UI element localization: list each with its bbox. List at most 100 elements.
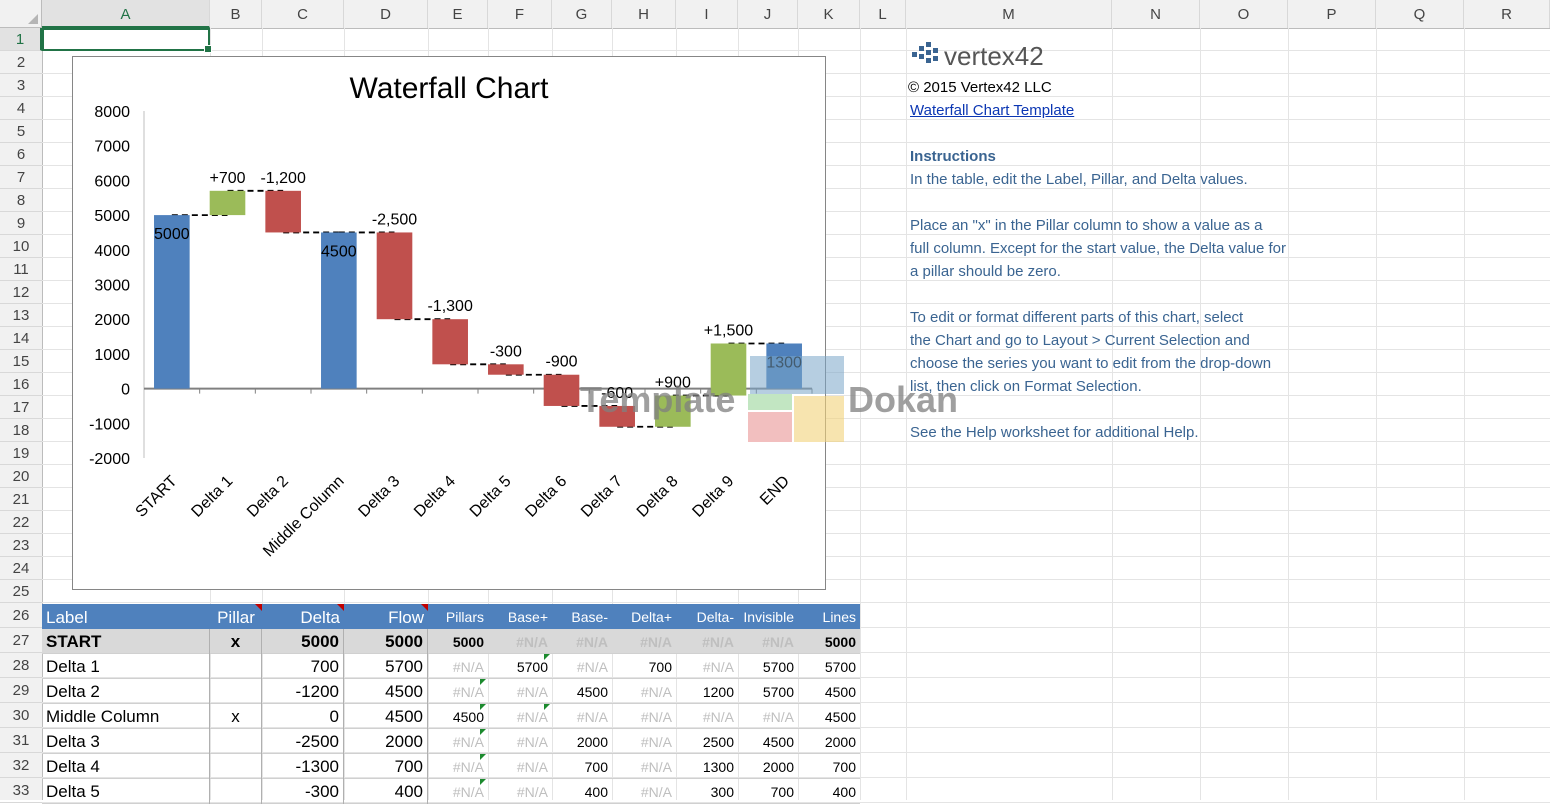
cell-flow[interactable]: 5000 — [344, 629, 428, 654]
row-header-22[interactable]: 22 — [0, 511, 42, 534]
cell-invisible[interactable]: 700 — [770, 784, 794, 800]
cell-base-[interactable]: 4500 — [576, 684, 608, 700]
row-header-4[interactable]: 4 — [0, 97, 42, 120]
cell-label[interactable]: Delta 1 — [42, 654, 210, 679]
cell-invisible[interactable]: 2000 — [762, 759, 794, 775]
cell-pillar[interactable] — [210, 654, 262, 679]
column-header-f[interactable]: F — [488, 0, 552, 28]
table-row[interactable]: Delta 1 700 5700 #N/A 5700 #N/A 700 #N/A 5700 570… — [42, 654, 860, 679]
waterfall-chart[interactable]: Waterfall Chart 8000 7000 6000 5000 4000 3000… — [72, 56, 826, 590]
cell-delta[interactable]: -300 — [262, 779, 344, 804]
cell-label[interactable]: Delta 3 — [42, 729, 210, 754]
row-header-13[interactable]: 13 — [0, 304, 42, 327]
cell-delta-[interactable]: 700 — [648, 659, 672, 675]
cell-delta-[interactable]: 300 — [710, 784, 734, 800]
header-pillar[interactable]: Pillar — [210, 604, 262, 629]
cell-delta[interactable]: 700 — [262, 654, 344, 679]
select-all-corner[interactable] — [0, 0, 42, 28]
column-header-p[interactable]: P — [1288, 0, 1376, 28]
cell-delta-[interactable]: #N/A — [702, 634, 734, 650]
column-header-d[interactable]: D — [344, 0, 428, 28]
cell-lines[interactable]: 5000 — [824, 634, 856, 650]
cell-label[interactable]: Middle Column — [42, 704, 210, 729]
column-header-m[interactable]: M — [906, 0, 1112, 28]
column-header-l[interactable]: L — [860, 0, 906, 28]
cell-pillars[interactable]: #N/A — [452, 659, 484, 675]
column-header-k[interactable]: K — [798, 0, 860, 28]
cell-label[interactable]: Delta 5 — [42, 779, 210, 804]
row-header-12[interactable]: 12 — [0, 281, 42, 304]
cell-delta-[interactable]: #N/A — [640, 734, 672, 750]
cell-flow[interactable]: 4500 — [344, 704, 428, 729]
column-header-r[interactable]: R — [1464, 0, 1550, 28]
column-header-e[interactable]: E — [428, 0, 488, 28]
table-row[interactable]: Middle Column x 0 4500 4500 #N/A #N/A #N/A #N/A #… — [42, 704, 860, 729]
row-header-20[interactable]: 20 — [0, 465, 42, 488]
cell-delta-[interactable]: #N/A — [640, 634, 672, 650]
row-header-7[interactable]: 7 — [0, 166, 42, 189]
row-header-5[interactable]: 5 — [0, 120, 42, 143]
cell-pillar[interactable] — [210, 679, 262, 704]
row-header-2[interactable]: 2 — [0, 51, 42, 74]
row-header-6[interactable]: 6 — [0, 143, 42, 166]
cell-delta[interactable]: -2500 — [262, 729, 344, 754]
cell-pillars[interactable]: 4500 — [428, 704, 488, 729]
cell-invisible[interactable]: 5700 — [762, 684, 794, 700]
row-header-10[interactable]: 10 — [0, 235, 42, 258]
cell-lines[interactable]: 5700 — [824, 659, 856, 675]
cell-base-[interactable]: #N/A — [576, 709, 608, 725]
table-row[interactable]: Delta 5 -300 400 #N/A #N/A 400 #N/A 300 700 400 — [42, 779, 860, 804]
header-base-[interactable]: Base+ — [507, 609, 548, 625]
cell-base-[interactable]: #N/A — [516, 684, 548, 700]
row-header-33[interactable]: 33 — [0, 778, 42, 803]
row-header-11[interactable]: 11 — [0, 258, 42, 281]
row-header-24[interactable]: 24 — [0, 557, 42, 580]
row-header-27[interactable]: 27 — [0, 628, 42, 653]
cell-pillar[interactable] — [210, 729, 262, 754]
column-header-a[interactable]: A — [42, 0, 210, 28]
cell-invisible[interactable]: 4500 — [762, 734, 794, 750]
template-link[interactable]: Waterfall Chart Template — [910, 102, 1075, 119]
cell-base-[interactable]: #N/A — [488, 704, 552, 729]
column-header-i[interactable]: I — [676, 0, 738, 28]
cell-lines[interactable]: 2000 — [824, 734, 856, 750]
cell-lines[interactable]: 700 — [832, 759, 856, 775]
cell-pillars[interactable]: 5000 — [452, 634, 484, 650]
table-row[interactable]: Delta 2 -1200 4500 #N/A #N/A 4500 #N/A 1200 5700… — [42, 679, 860, 704]
cell-pillars[interactable]: #N/A — [428, 679, 488, 704]
table-row[interactable]: Delta 4 -1300 700 #N/A #N/A 700 #N/A 1300 2000 70… — [42, 754, 860, 779]
row-header-26[interactable]: 26 — [0, 603, 42, 628]
header-delta[interactable]: Delta — [262, 604, 344, 629]
row-header-28[interactable]: 28 — [0, 653, 42, 678]
header-delta-[interactable]: Delta- — [696, 609, 734, 625]
header-pillars[interactable]: Pillars — [445, 609, 484, 625]
column-header-g[interactable]: G — [552, 0, 612, 28]
cell-flow[interactable]: 2000 — [344, 729, 428, 754]
cell-flow[interactable]: 5700 — [344, 654, 428, 679]
row-header-8[interactable]: 8 — [0, 189, 42, 212]
cell-base-[interactable]: 5700 — [488, 654, 552, 679]
header-delta-[interactable]: Delta+ — [631, 609, 672, 625]
cell-lines[interactable]: 4500 — [824, 709, 856, 725]
cell-invisible[interactable]: 5700 — [762, 659, 794, 675]
cell-delta[interactable]: 5000 — [262, 629, 344, 654]
header-label[interactable]: Label — [46, 608, 88, 627]
row-header-15[interactable]: 15 — [0, 350, 42, 373]
cell-invisible[interactable]: #N/A — [762, 709, 794, 725]
header-flow[interactable]: Flow — [344, 604, 428, 629]
active-cell-a1[interactable] — [42, 28, 212, 53]
cell-base-[interactable]: #N/A — [516, 734, 548, 750]
cell-base-[interactable]: 2000 — [576, 734, 608, 750]
row-header-29[interactable]: 29 — [0, 678, 42, 703]
cell-delta-[interactable]: #N/A — [640, 784, 672, 800]
cell-pillar[interactable]: x — [210, 629, 262, 654]
cell-base-[interactable]: #N/A — [576, 659, 608, 675]
column-header-c[interactable]: C — [262, 0, 344, 28]
cell-delta-[interactable]: #N/A — [640, 684, 672, 700]
cell-flow[interactable]: 400 — [344, 779, 428, 804]
cell-delta-[interactable]: 1200 — [702, 684, 734, 700]
row-header-3[interactable]: 3 — [0, 74, 42, 97]
cell-delta-[interactable]: #N/A — [640, 709, 672, 725]
cell-delta[interactable]: 0 — [262, 704, 344, 729]
cell-pillar[interactable] — [210, 754, 262, 779]
